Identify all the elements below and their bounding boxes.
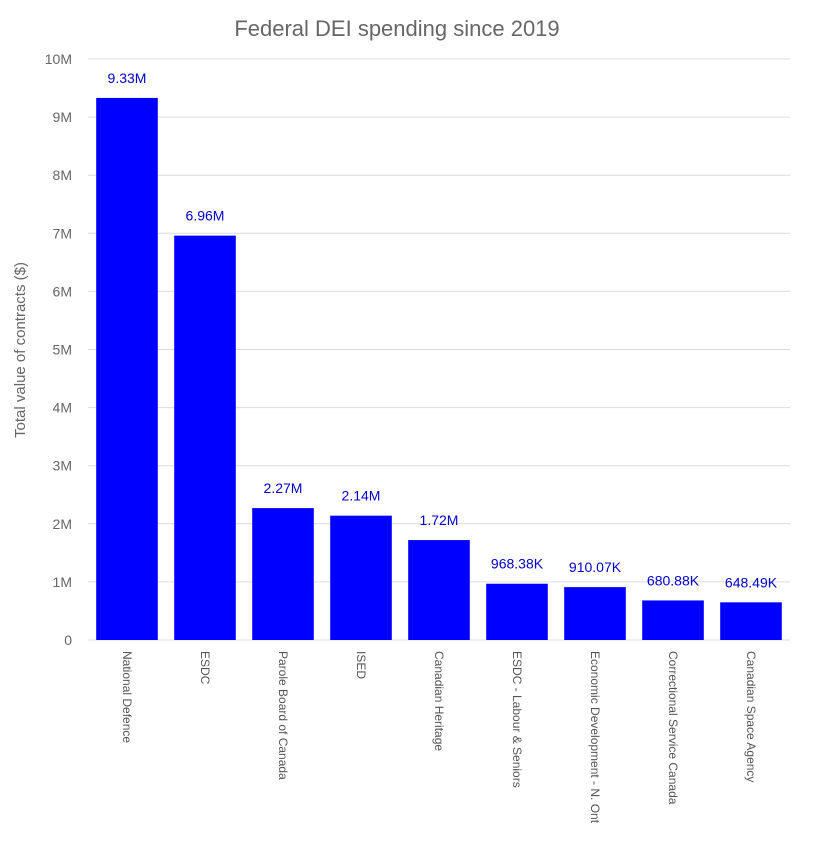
data-label: 2.27M: [264, 480, 303, 496]
y-tick-label: 3M: [53, 458, 72, 474]
y-tick-label: 4M: [53, 400, 72, 416]
y-tick-label: 1M: [53, 574, 72, 590]
data-label: 6.96M: [186, 208, 225, 224]
x-tick-label: Economic Development - N. Ont: [588, 651, 602, 824]
y-tick-label: 6M: [53, 283, 72, 299]
y-tick-label: 9M: [53, 109, 72, 125]
bar: [642, 600, 704, 640]
data-label: 9.33M: [108, 70, 147, 86]
x-tick-label: ESDC: [198, 651, 212, 685]
y-tick-label: 7M: [53, 225, 72, 241]
chart-title: Federal DEI spending since 2019: [234, 16, 559, 41]
y-tick-label: 10M: [45, 51, 72, 67]
data-labels: 9.33M 6.96M 2.27M 2.14M 1.72M 968.38K 910.07K 6…: [108, 70, 778, 590]
y-axis-label: Total value of contracts ($): [12, 262, 29, 438]
bar: [486, 583, 548, 640]
x-tick-label: ESDC - Labour & Seniors: [510, 651, 524, 788]
x-tick-label: Canadian Space Agency: [744, 651, 758, 782]
bar: [252, 508, 314, 640]
data-label: 2.14M: [342, 488, 381, 504]
x-tick-label: National Defence: [120, 651, 134, 743]
x-tick-label: Parole Board of Canada: [276, 651, 290, 780]
bar: [564, 587, 626, 640]
bar: [330, 515, 392, 640]
bars: [96, 97, 782, 640]
y-tick-label: 5M: [53, 342, 72, 358]
data-label: 680.88K: [647, 572, 700, 588]
y-tick-label: 2M: [53, 516, 72, 532]
x-tick-label: Canadian Heritage: [432, 651, 446, 751]
x-tick-label: ISED: [354, 651, 368, 679]
data-label: 648.49K: [725, 574, 778, 590]
bar: [720, 602, 782, 640]
x-tick-label: Correctional Service Canada: [666, 651, 680, 805]
y-axis-ticks: 0 1M 2M 3M 4M 5M 6M 7M 8M 9M 10M: [45, 51, 72, 648]
bar: [408, 540, 470, 640]
data-label: 910.07K: [569, 559, 622, 575]
y-tick-label: 8M: [53, 167, 72, 183]
data-label: 968.38K: [491, 556, 544, 572]
y-tick-label: 0: [64, 632, 72, 648]
data-label: 1.72M: [420, 512, 459, 528]
x-axis-ticks: National Defence ESDC Parole Board of Cana…: [120, 651, 758, 824]
bar: [174, 235, 236, 640]
bar: [96, 97, 158, 640]
